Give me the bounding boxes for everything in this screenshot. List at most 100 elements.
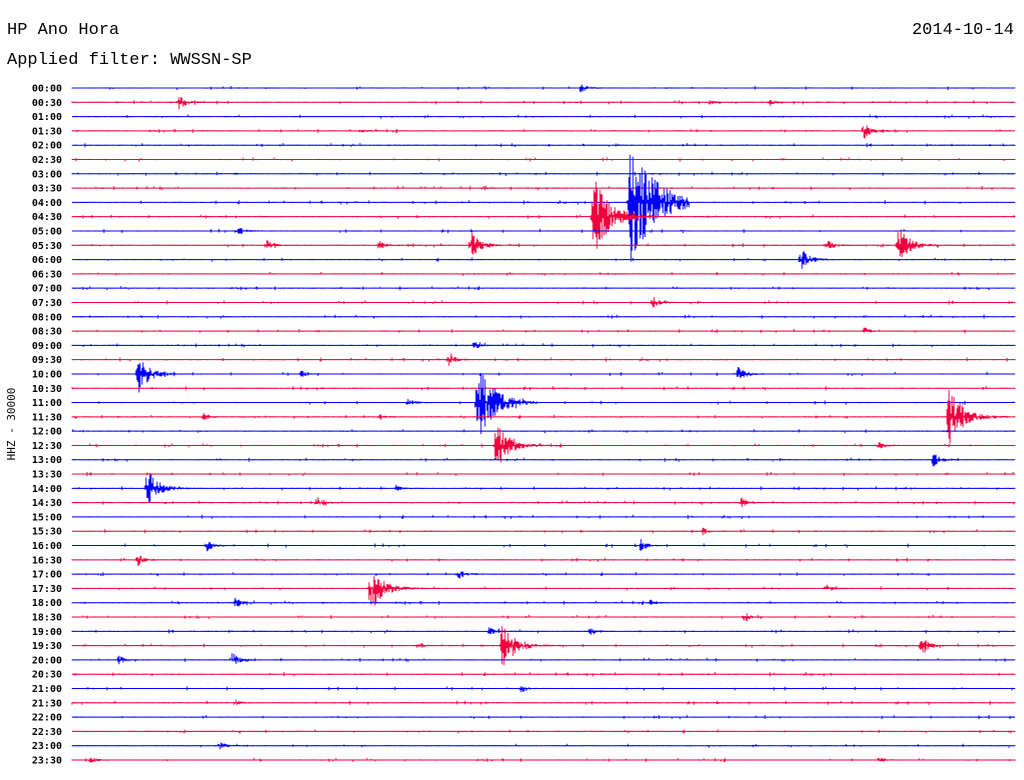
y-axis-label: HHZ - 30000 xyxy=(5,388,18,461)
trace-2100 xyxy=(71,686,1016,693)
trace-1800 xyxy=(71,597,1016,607)
row-label: 15:30 xyxy=(32,527,62,538)
trace-1330 xyxy=(71,472,1016,477)
trace-1030 xyxy=(71,386,1016,391)
row-label: 01:30 xyxy=(32,126,62,137)
trace-2200 xyxy=(71,715,1016,720)
trace-0830 xyxy=(71,327,1016,334)
row-label: 05:00 xyxy=(32,226,62,237)
row-label: 17:00 xyxy=(32,570,62,581)
row-label: 12:00 xyxy=(32,427,62,438)
trace-0330 xyxy=(71,185,1016,191)
trace-0130 xyxy=(71,125,1015,139)
trace-0800 xyxy=(71,314,1016,319)
trace-0530 xyxy=(71,229,1016,258)
row-label: 20:00 xyxy=(32,655,62,666)
trace-0900 xyxy=(71,342,1016,349)
trace-0300 xyxy=(71,171,1016,176)
row-label: 20:30 xyxy=(32,670,62,681)
row-label: 22:30 xyxy=(32,727,62,738)
row-label: 21:00 xyxy=(32,684,62,695)
row-label: 21:30 xyxy=(32,698,62,709)
trace-1100 xyxy=(71,372,1016,434)
trace-1130 xyxy=(71,390,1016,444)
trace-1930 xyxy=(71,626,1016,666)
trace-0430 xyxy=(71,181,1016,249)
trace-0730 xyxy=(71,297,1016,308)
row-label: 08:00 xyxy=(32,312,62,323)
trace-1830 xyxy=(71,613,1016,622)
row-label: 07:30 xyxy=(32,298,62,309)
row-label: 15:00 xyxy=(32,512,62,523)
row-label: 19:00 xyxy=(32,627,62,638)
trace-1700 xyxy=(71,571,1016,579)
row-label: 19:30 xyxy=(32,641,62,652)
row-label: 05:30 xyxy=(32,241,62,252)
trace-1530 xyxy=(71,527,1016,536)
row-label: 16:00 xyxy=(32,541,62,552)
trace-1730 xyxy=(71,576,1016,606)
row-label: 04:30 xyxy=(32,212,62,223)
row-label: 08:30 xyxy=(32,327,62,338)
row-label: 18:00 xyxy=(32,598,62,609)
trace-0100 xyxy=(71,114,1016,119)
row-label: 09:30 xyxy=(32,355,62,366)
trace-0230 xyxy=(71,157,1016,162)
row-label: 17:30 xyxy=(32,584,62,595)
trace-0500 xyxy=(71,228,1016,234)
row-label: 11:00 xyxy=(32,398,62,409)
row-label: 02:30 xyxy=(32,155,62,166)
row-label: 01:00 xyxy=(32,112,62,123)
trace-1900 xyxy=(71,627,1016,635)
row-label: 07:00 xyxy=(32,284,62,295)
row-label: 13:00 xyxy=(32,455,62,466)
trace-1430 xyxy=(71,497,1016,508)
trace-1230 xyxy=(71,427,1016,463)
row-label: 03:30 xyxy=(32,184,62,195)
date-label: 2014-10-14 xyxy=(911,21,1014,40)
trace-0030 xyxy=(71,96,1016,110)
trace-1500 xyxy=(71,514,1016,519)
trace-0930 xyxy=(71,353,1016,366)
row-label: 03:00 xyxy=(32,169,62,180)
row-label: 12:30 xyxy=(32,441,62,452)
row-label: 14:30 xyxy=(32,498,62,509)
row-label: 00:30 xyxy=(32,98,62,109)
trace-1300 xyxy=(71,454,1016,467)
trace-0600 xyxy=(71,251,1016,269)
trace-1000 xyxy=(71,362,1016,393)
trace-1400 xyxy=(71,474,1016,503)
row-label: 02:00 xyxy=(32,141,62,152)
trace-0200 xyxy=(71,143,1016,148)
row-label: 10:30 xyxy=(32,384,62,395)
trace-2030 xyxy=(71,672,1016,677)
station-title: HP Ano Hora xyxy=(7,21,120,40)
trace-1600 xyxy=(71,539,1016,552)
trace-0630 xyxy=(71,271,1016,276)
row-label: 14:00 xyxy=(32,484,62,495)
trace-2230 xyxy=(71,729,1016,734)
trace-2130 xyxy=(71,699,1016,705)
row-label: 22:00 xyxy=(32,713,62,724)
row-label: 23:30 xyxy=(32,756,62,767)
trace-2000 xyxy=(71,653,1016,665)
trace-0000 xyxy=(71,84,1016,93)
row-label: 23:00 xyxy=(32,741,62,752)
row-label: 18:30 xyxy=(32,613,62,624)
row-label: 06:30 xyxy=(32,269,62,280)
trace-1630 xyxy=(71,556,1016,566)
trace-1200 xyxy=(71,429,1016,434)
row-label: 04:00 xyxy=(32,198,62,209)
row-label: 09:00 xyxy=(32,341,62,352)
filter-label: Applied filter: WWSSN-SP xyxy=(7,51,252,70)
row-label: 06:00 xyxy=(32,255,62,266)
row-label: 16:30 xyxy=(32,555,62,566)
row-label: 10:00 xyxy=(32,369,62,380)
trace-2300 xyxy=(71,742,1016,750)
trace-2330 xyxy=(71,757,1016,763)
row-label: 13:30 xyxy=(32,470,62,481)
row-label: 11:30 xyxy=(32,412,62,423)
trace-0700 xyxy=(71,286,1016,291)
row-label: 00:00 xyxy=(32,84,62,95)
